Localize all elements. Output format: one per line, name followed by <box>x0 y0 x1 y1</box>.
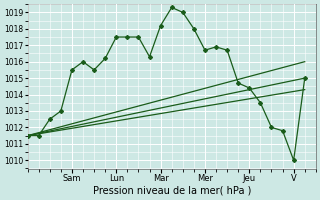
X-axis label: Pression niveau de la mer( hPa ): Pression niveau de la mer( hPa ) <box>92 186 251 196</box>
